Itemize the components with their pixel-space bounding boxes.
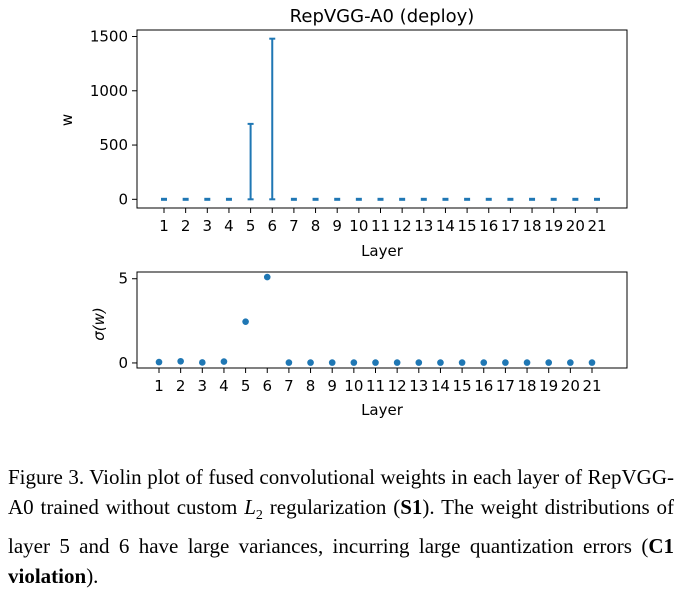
top-xtick-label: 16 (479, 217, 498, 235)
sigma-point-layer-12 (393, 359, 401, 366)
top-xtick-label: 18 (523, 217, 542, 235)
caption-bold-s1: S1 (400, 495, 423, 519)
top-xtick-label: 17 (501, 217, 520, 235)
sigma-point-layer-6 (263, 273, 271, 281)
sigma-point-layer-7 (285, 359, 293, 366)
sigma-point-layer-17 (502, 359, 509, 366)
sigma-point-layer-9 (328, 359, 336, 366)
top-ytick-label: 1500 (90, 28, 128, 46)
bottom-xtick-label: 16 (474, 377, 493, 395)
bottom-chart-xticks: 1 2 3 4 5 6 7 8 9 10 11 12 13 14 15 16 17 18 19 20 21 (154, 368, 602, 395)
sigma-point-layer-20 (567, 359, 574, 366)
bottom-xtick-label: 2 (176, 377, 186, 395)
sigma-point-layer-4 (220, 358, 228, 365)
top-xtick-label: 4 (224, 217, 234, 235)
figure-caption: Figure 3. Violin plot of fused convoluti… (8, 462, 674, 591)
bottom-xtick-label: 15 (453, 377, 472, 395)
top-xtick-label: 19 (544, 217, 563, 235)
bottom-xtick-label: 7 (284, 377, 294, 395)
top-chart-yticks: 0 500 1000 1500 (90, 28, 137, 208)
top-chart-frame (136, 29, 628, 209)
top-xtick-label: 10 (349, 217, 368, 235)
top-ytick-label: 500 (99, 136, 128, 154)
top-xtick-label: 21 (587, 217, 606, 235)
bottom-xtick-label: 6 (262, 377, 272, 395)
top-xtick-label: 14 (436, 217, 455, 235)
sigma-point-layer-21 (588, 359, 596, 366)
top-xtick-label: 2 (181, 217, 191, 235)
top-xtick-label: 15 (458, 217, 477, 235)
bottom-chart-frame (136, 271, 628, 369)
top-xtick-label: 20 (566, 217, 585, 235)
top-xtick-label: 11 (371, 217, 390, 235)
bottom-chart-ylabel: σ(w) (90, 307, 108, 340)
bottom-xtick-label: 18 (518, 377, 537, 395)
sigma-point-layer-2 (177, 357, 184, 365)
sigma-point-layer-14 (437, 359, 444, 366)
bottom-ytick-label: 0 (118, 354, 128, 372)
top-xtick-label: 5 (246, 217, 256, 235)
sigma-point-layer-19 (545, 359, 552, 366)
caption-bold-c1: C1 violation (8, 534, 674, 589)
bottom-xtick-label: 3 (198, 377, 208, 395)
bottom-xtick-label: 5 (241, 377, 251, 395)
top-xtick-label: 12 (393, 217, 412, 235)
top-xtick-label: 8 (311, 217, 321, 235)
caption-after-bold1: ). The weight distributions of layer 5 a… (8, 495, 674, 559)
bottom-xtick-label: 20 (561, 377, 580, 395)
sigma-point-layer-10 (350, 359, 358, 366)
top-ytick-label: 0 (118, 190, 128, 208)
top-xtick-label: 3 (203, 217, 213, 235)
bottom-xtick-label: 8 (306, 377, 316, 395)
bottom-xtick-label: 11 (366, 377, 385, 395)
sigma-point-layer-18 (523, 359, 531, 366)
sigma-point-layer-8 (307, 359, 314, 366)
bottom-xtick-label: 4 (219, 377, 229, 395)
violin-layer-6 (269, 37, 276, 201)
bottom-xtick-label: 21 (582, 377, 601, 395)
sigma-point-layer-13 (415, 359, 423, 366)
bottom-xtick-label: 14 (431, 377, 450, 395)
top-chart-title: RepVGG-A0 (deploy) (290, 6, 475, 27)
top-xtick-label: 13 (414, 217, 433, 235)
top-chart-violins (161, 37, 600, 201)
caption-math-var: L (244, 495, 256, 519)
bottom-chart: σ(w) 05 1 2 3 4 5 6 7 8 9 10 11 12 13 14 15 16 17 18 19 20 2… (90, 270, 628, 419)
bottom-ytick-label: 5 (118, 270, 128, 288)
bottom-chart-points (155, 273, 596, 366)
bottom-xtick-label: 19 (539, 377, 558, 395)
bottom-xtick-label: 17 (496, 377, 515, 395)
bottom-xtick-label: 10 (344, 377, 363, 395)
top-xtick-label: 6 (267, 217, 277, 235)
caption-prefix: Figure 3. Violin plot of fused convoluti… (8, 465, 674, 519)
sigma-point-layer-1 (155, 358, 163, 366)
top-xtick-label: 7 (289, 217, 299, 235)
violin-layer-5 (247, 122, 254, 201)
caption-mid: regularization ( (262, 495, 401, 519)
top-xtick-label: 9 (332, 217, 342, 235)
bottom-xtick-label: 13 (409, 377, 428, 395)
sigma-point-layer-5 (242, 318, 249, 325)
top-xtick-label: 1 (159, 217, 169, 235)
caption-suffix: ). (86, 564, 99, 589)
top-chart-xlabel: Layer (361, 242, 404, 260)
top-chart-xticks: 1 2 3 4 5 6 7 8 9 10 11 12 13 14 15 16 17 18 19 20 21 (159, 208, 607, 235)
top-ytick-label: 1000 (90, 82, 128, 100)
bottom-chart-xlabel: Layer (361, 401, 404, 419)
sigma-point-layer-11 (372, 359, 379, 366)
bottom-chart-yticks: 05 (118, 270, 137, 372)
sigma-point-layer-3 (199, 359, 206, 366)
bottom-xtick-label: 12 (388, 377, 407, 395)
bottom-xtick-label: 9 (327, 377, 337, 395)
sigma-point-layer-15 (458, 359, 466, 366)
sigma-point-layer-16 (480, 359, 488, 366)
caption-math-sub: 2 (255, 508, 263, 524)
bottom-xtick-label: 1 (154, 377, 164, 395)
top-chart-ylabel: w (58, 114, 76, 126)
